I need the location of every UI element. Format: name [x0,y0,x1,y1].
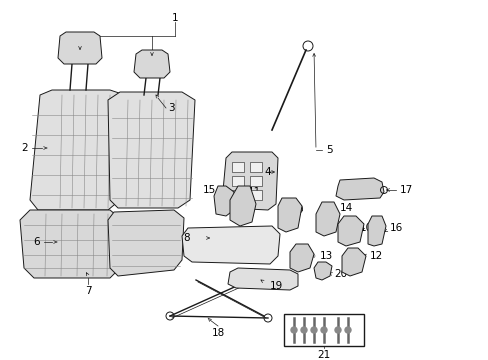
Circle shape [301,327,306,333]
Circle shape [320,327,326,333]
Polygon shape [249,162,262,172]
Circle shape [345,327,350,333]
Text: 4: 4 [264,167,270,177]
Polygon shape [108,92,195,208]
Polygon shape [58,32,102,64]
Text: 21: 21 [317,350,330,360]
Polygon shape [337,216,363,246]
Polygon shape [182,226,280,264]
Circle shape [334,327,340,333]
Polygon shape [278,198,302,232]
Polygon shape [231,162,244,172]
Text: 6: 6 [33,237,40,247]
Text: 14: 14 [339,203,352,213]
Polygon shape [108,210,183,276]
Polygon shape [20,210,122,278]
Text: 20: 20 [333,269,346,279]
Bar [284,314,363,346]
Text: 19: 19 [269,281,283,291]
Text: 18: 18 [211,328,224,338]
Polygon shape [335,178,383,200]
Polygon shape [227,268,297,290]
Text: 15: 15 [203,185,216,195]
Polygon shape [134,50,170,78]
Polygon shape [30,90,125,210]
Text: 1: 1 [171,13,178,23]
Polygon shape [222,152,278,210]
Polygon shape [367,216,385,246]
Polygon shape [341,248,365,276]
Polygon shape [231,176,244,186]
Polygon shape [289,244,313,272]
Text: 8: 8 [183,233,190,243]
Text: 5: 5 [325,145,332,155]
Text: 12: 12 [369,251,383,261]
Polygon shape [229,186,256,226]
Polygon shape [313,262,331,280]
Polygon shape [249,190,262,200]
Polygon shape [249,176,262,186]
Text: 11: 11 [247,187,261,197]
Polygon shape [214,186,234,216]
Polygon shape [315,202,339,236]
Circle shape [290,327,296,333]
Text: 10: 10 [359,223,372,233]
Polygon shape [231,190,244,200]
Text: 7: 7 [84,286,91,296]
Text: 13: 13 [319,251,332,261]
Text: 2: 2 [21,143,28,153]
Text: 17: 17 [399,185,412,195]
Text: 9: 9 [295,205,302,215]
Text: 3: 3 [168,103,174,113]
Text: 16: 16 [389,223,403,233]
Circle shape [310,327,316,333]
